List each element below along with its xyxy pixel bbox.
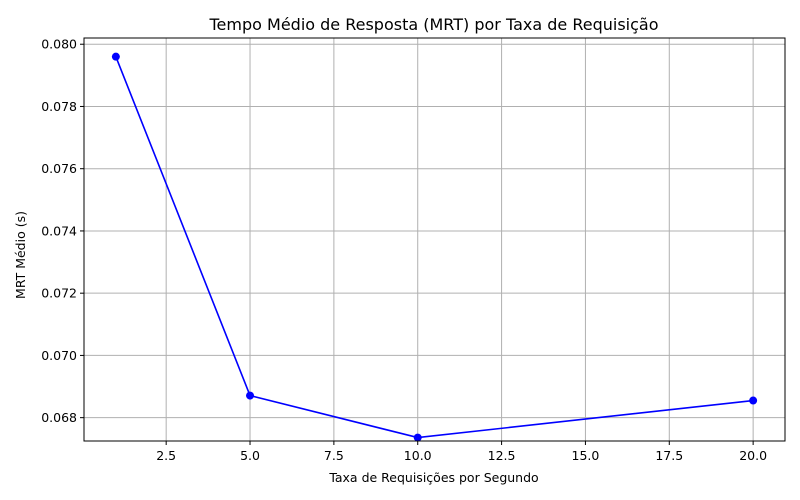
x-tick-label: 5.0 — [240, 448, 260, 463]
data-point — [111, 52, 120, 61]
x-tick-label: 12.5 — [488, 448, 516, 463]
x-tick-label: 20.0 — [739, 448, 767, 463]
y-tick-label: 0.078 — [41, 99, 77, 114]
axes — [83, 37, 786, 442]
y-tick-label: 0.074 — [41, 223, 77, 238]
x-tick-label: 10.0 — [404, 448, 432, 463]
y-tick-label: 0.068 — [41, 410, 77, 425]
y-tick-label: 0.072 — [41, 286, 77, 301]
ticks: 2.5 5.0 7.5 10.0 12.5 15.0 17.5 20.0 0.068 0.070 0… — [41, 37, 767, 463]
plot-frame — [83, 37, 786, 442]
x-tick-label: 2.5 — [156, 448, 176, 463]
x-axis-label: Taxa de Requisições por Segundo — [328, 470, 538, 485]
chart-title: Tempo Médio de Resposta (MRT) por Taxa d… — [209, 15, 659, 34]
series-group — [111, 52, 758, 442]
series-line — [115, 56, 754, 439]
y-axis-label: MRT Médio (s) — [13, 211, 28, 299]
y-tick-label: 0.076 — [41, 161, 77, 176]
x-tick-label: 7.5 — [324, 448, 344, 463]
grid — [84, 38, 785, 441]
y-tick-label: 0.080 — [41, 37, 77, 52]
y-tick-label: 0.070 — [41, 348, 77, 363]
x-tick-label: 15.0 — [572, 448, 600, 463]
data-point — [413, 433, 422, 442]
data-point — [749, 396, 758, 405]
data-point — [246, 391, 255, 400]
x-tick-label: 17.5 — [655, 448, 683, 463]
